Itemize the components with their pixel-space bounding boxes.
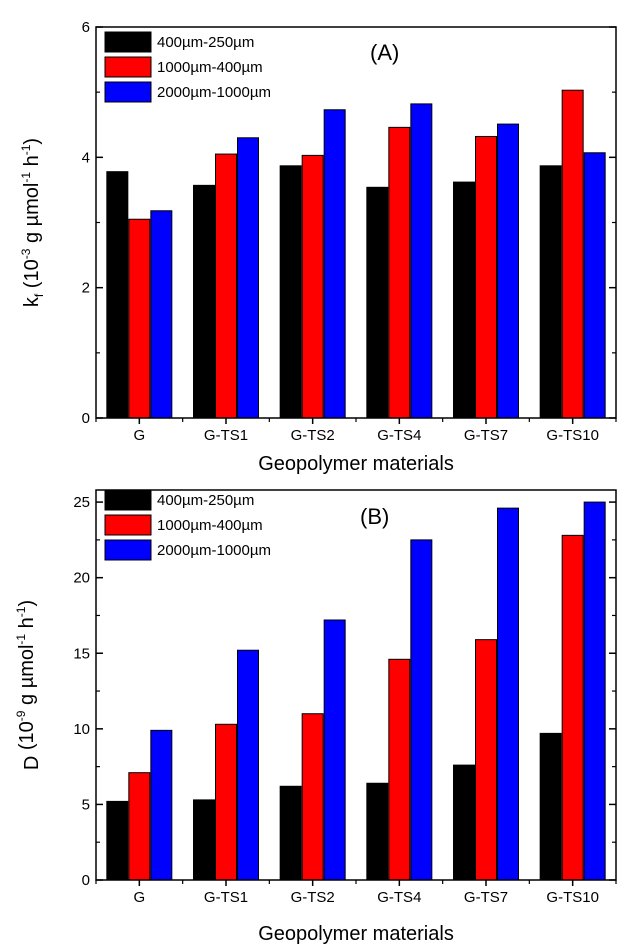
- bar-2000-m-1000-m-G-TS4: [410, 539, 433, 881]
- bar-1000-m-400-m-G-TS1: [215, 153, 237, 419]
- y-axis-title-post: ): [21, 138, 43, 145]
- x-tick-label: G-TS2: [291, 427, 335, 444]
- y-axis-title-mid: g µmol: [16, 645, 38, 711]
- y-axis-title: kf (10-3 g µmol-1 h-1): [19, 138, 46, 307]
- bar-2000-m-1000-m-G-TS10: [583, 152, 606, 419]
- y-axis-title-exp2: -1: [19, 172, 33, 183]
- y-axis-title-exp2: -1: [14, 634, 28, 645]
- y-tick-label: 5: [82, 796, 90, 813]
- bar-400-m-250-m-G-TS7: [453, 181, 475, 419]
- chart-panel-b: 0 5 10 15 20 25 G G-TS1 G-TS2 G-TS4 G-TS7 G-TS10 Geo…: [14, 489, 617, 945]
- y-axis-title-mid2: h: [16, 617, 38, 634]
- bar-2000-m-1000-m-G-TS1: [237, 137, 259, 419]
- bar-2000-m-1000-m-G-TS2: [323, 109, 346, 419]
- bar-2000-m-1000-m-G-TS2: [323, 619, 346, 881]
- bar-2000-m-1000-m-G-TS7: [497, 123, 519, 419]
- x-tick-label: G-TS7: [464, 889, 508, 906]
- bar-1000-m-400-m-G-TS1: [215, 723, 237, 881]
- legend-swatch: [104, 514, 152, 536]
- legend-swatch: [104, 31, 152, 53]
- bar-400-m-250-m-G-TS2: [279, 785, 302, 881]
- bar-400-m-250-m-G: [106, 171, 129, 419]
- bar-2000-m-1000-m-G: [150, 210, 173, 419]
- legend-label: 400µm-250µm: [157, 34, 254, 51]
- bar-1000-m-400-m-G-TS4: [388, 658, 411, 881]
- bar-1000-m-400-m-G-TS4: [388, 126, 411, 419]
- legend-label: 2000µm-1000µm: [157, 84, 271, 101]
- bar-400-m-250-m-G-TS4: [366, 782, 389, 881]
- bar-2000-m-1000-m-G-TS10: [583, 501, 606, 881]
- y-axis-title-post: ): [16, 600, 38, 607]
- x-tick-label: G-TS10: [546, 427, 599, 444]
- legend-swatch: [104, 489, 152, 511]
- y-axis-title-mid2: h: [21, 155, 43, 172]
- y-tick-label: 10: [73, 721, 90, 738]
- bar-400-m-250-m-G: [106, 800, 129, 881]
- panel-label: (A): [370, 40, 399, 65]
- y-tick-label: 0: [82, 872, 90, 889]
- x-tick-label: G-TS10: [546, 889, 599, 906]
- y-axis-title-pre: (10: [16, 721, 38, 755]
- y-axis-title-pre: (10: [21, 259, 43, 293]
- bar-2000-m-1000-m-G-TS1: [237, 649, 259, 881]
- x-axis-title: Geopolymer materials: [258, 923, 454, 945]
- legend-label: 1000µm-400µm: [157, 517, 263, 534]
- bar-1000-m-400-m-G-TS7: [475, 135, 497, 419]
- y-axis-title-sub: f: [32, 293, 46, 297]
- bar-1000-m-400-m-G: [128, 218, 151, 419]
- y-tick-label: 2: [82, 280, 90, 297]
- x-tick-label: G-TS7: [464, 427, 508, 444]
- y-tick-label: 25: [73, 494, 90, 511]
- bar-1000-m-400-m-G-TS10: [561, 534, 584, 881]
- x-tick-label: G-TS1: [204, 889, 248, 906]
- legend-swatch: [104, 539, 152, 561]
- legend-swatch: [104, 56, 152, 78]
- x-tick-label: G: [133, 427, 145, 444]
- y-tick-label: 15: [73, 645, 90, 662]
- bar-1000-m-400-m-G-TS10: [561, 89, 584, 419]
- x-tick-label: G-TS2: [291, 889, 335, 906]
- bar-400-m-250-m-G-TS4: [366, 186, 389, 419]
- x-tick-label: G-TS4: [377, 427, 421, 444]
- panel-label: (B): [360, 504, 389, 529]
- bar-400-m-250-m-G-TS1: [193, 799, 215, 881]
- y-axis-title-mid: g µmol: [21, 183, 43, 249]
- chart-panel-a: 0 2 4 6 G G-TS1 G-TS2 G-TS4 G-TS7 G-TS10 Geopolyme…: [19, 19, 617, 475]
- legend-label: 1000µm-400µm: [157, 59, 263, 76]
- bar-1000-m-400-m-G-TS2: [301, 713, 324, 881]
- bar-1000-m-400-m-G-TS7: [475, 639, 497, 881]
- bar-400-m-250-m-G-TS7: [453, 764, 475, 881]
- x-tick-label: G-TS1: [204, 427, 248, 444]
- y-tick-label: 20: [73, 570, 90, 587]
- y-axis-title-base: k: [21, 296, 43, 307]
- x-tick-label: G: [133, 889, 145, 906]
- bar-2000-m-1000-m-G: [150, 729, 173, 881]
- legend-label: 400µm-250µm: [157, 492, 254, 509]
- bar-400-m-250-m-G-TS2: [279, 165, 302, 419]
- y-tick-label: 0: [82, 410, 90, 427]
- legend-swatch: [104, 81, 152, 103]
- bar-400-m-250-m-G-TS10: [539, 165, 562, 419]
- y-axis-title-exp3: -1: [19, 144, 33, 155]
- bar-1000-m-400-m-G-TS2: [301, 154, 324, 419]
- bar-2000-m-1000-m-G-TS4: [410, 103, 433, 419]
- x-axis-title: Geopolymer materials: [258, 453, 454, 475]
- bar-400-m-250-m-G-TS10: [539, 732, 562, 881]
- y-tick-label: 6: [82, 19, 90, 36]
- y-axis-title-exp1: -9: [14, 710, 28, 721]
- y-axis-title-exp3: -1: [14, 606, 28, 617]
- bar-400-m-250-m-G-TS1: [193, 184, 215, 419]
- y-tick-label: 4: [82, 149, 90, 166]
- bar-1000-m-400-m-G: [128, 772, 151, 881]
- y-axis-title-base: D: [21, 756, 43, 770]
- y-axis-title: D (10-9 g µmol-1 h-1): [14, 600, 43, 770]
- legend-label: 2000µm-1000µm: [157, 542, 271, 559]
- x-tick-label: G-TS4: [377, 889, 421, 906]
- y-axis-title-exp1: -3: [19, 248, 33, 259]
- bar-2000-m-1000-m-G-TS7: [497, 507, 519, 881]
